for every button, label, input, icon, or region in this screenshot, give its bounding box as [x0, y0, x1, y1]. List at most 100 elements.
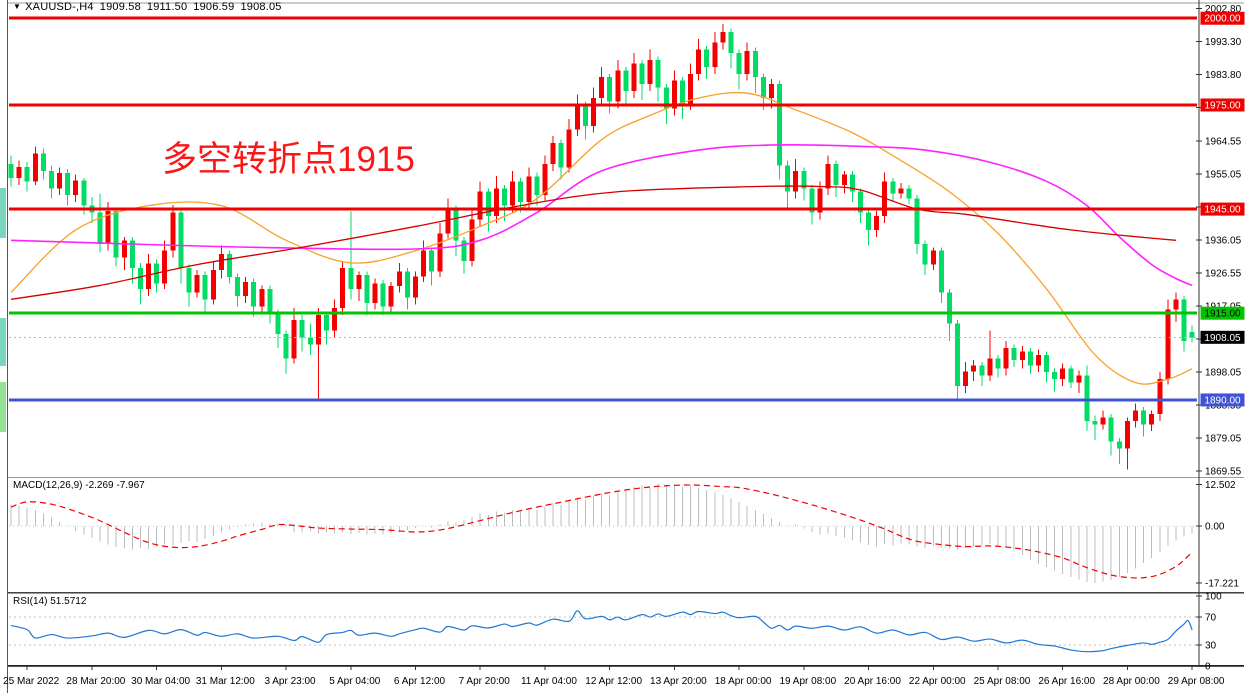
- candle-body: [752, 51, 758, 78]
- symbol-timeframe-label: XAUUSD-,H4: [25, 1, 94, 13]
- candle-body: [744, 51, 750, 74]
- candle-body: [1027, 351, 1033, 366]
- axis-label: 100: [1205, 592, 1222, 603]
- candle-body: [1165, 309, 1171, 380]
- candle-body: [995, 358, 1001, 369]
- candle-body: [671, 80, 677, 109]
- candle-body: [890, 181, 896, 194]
- candle-body: [639, 63, 645, 85]
- axis-label: 1955.05: [1205, 170, 1242, 181]
- candle-body: [558, 143, 564, 168]
- price-badge: [1200, 393, 1245, 407]
- candle-body: [1133, 410, 1139, 421]
- time-axis-label: 29 Apr 08:00: [1168, 676, 1225, 687]
- ma-orange: [10, 91, 1193, 385]
- candle-body: [655, 59, 661, 88]
- macd-signal-line: [10, 484, 1193, 579]
- candle-body: [324, 314, 330, 331]
- candle-body: [777, 84, 783, 166]
- price-badge-label: 1890.00: [1204, 395, 1241, 406]
- time-axis-label: 22 Apr 00:00: [909, 676, 966, 687]
- candle-body: [1044, 354, 1050, 373]
- axis-label: 1964.55: [1205, 137, 1242, 148]
- candle-body: [307, 337, 313, 345]
- candle-body: [1003, 347, 1009, 369]
- candle-body: [542, 163, 548, 196]
- candle-body: [105, 210, 111, 244]
- candle-body: [720, 32, 726, 43]
- candle-body: [445, 209, 451, 234]
- chart-collapse-icon[interactable]: ▼: [13, 2, 22, 11]
- candle-body: [712, 42, 718, 67]
- candle-body: [647, 59, 653, 85]
- macd-panel-area[interactable]: [9, 479, 1197, 592]
- candle-body: [340, 268, 346, 308]
- axis-label: 30: [1205, 641, 1217, 652]
- candle-body: [202, 275, 208, 300]
- macd-values: -2.269 -7.967: [85, 480, 145, 491]
- candle-body: [146, 263, 152, 289]
- candle-body: [421, 250, 427, 277]
- candle-body: [469, 219, 475, 262]
- candle-body: [388, 286, 394, 307]
- time-axis-label: 26 Apr 16:00: [1038, 676, 1095, 687]
- candle-body: [97, 212, 103, 244]
- rsi-panel-area[interactable]: [9, 594, 1197, 666]
- candle-body: [906, 188, 912, 199]
- candle-body: [1149, 413, 1155, 425]
- candle-body: [113, 210, 119, 258]
- candle-body: [590, 98, 596, 126]
- candle-body: [137, 268, 143, 289]
- candle-body: [955, 323, 961, 387]
- candle-body: [186, 268, 192, 293]
- candle-body: [760, 77, 766, 99]
- time-axis-label: 12 Apr 12:00: [585, 676, 642, 687]
- chart-title-bar: ▼ XAUUSD-,H4 1909.58 1911.50 1906.59 1908.05: [13, 1, 288, 13]
- time-axis-label: 28 Apr 00:00: [1103, 676, 1160, 687]
- candle-body: [857, 191, 863, 213]
- candle-body: [1116, 441, 1122, 449]
- time-axis-label: 25 Mar 2022: [3, 676, 60, 687]
- candle-body: [518, 181, 524, 203]
- candle-body: [987, 358, 993, 376]
- candle-body: [429, 250, 435, 272]
- macd-name: MACD(12,26,9): [13, 480, 83, 491]
- candle-body: [16, 166, 22, 178]
- time-axis-label: 5 Apr 04:00: [329, 676, 381, 687]
- candle-body: [534, 176, 540, 196]
- candle-body: [938, 250, 944, 293]
- axis-label: 1936.05: [1205, 236, 1242, 247]
- candle-body: [178, 212, 184, 269]
- price-badge: [1200, 330, 1245, 344]
- rsi-indicator-label: RSI(14) 51.5712: [13, 596, 86, 607]
- axis-label: 1869.55: [1205, 466, 1242, 477]
- candle-body: [493, 188, 499, 217]
- axis-label: -17.221: [1205, 579, 1239, 590]
- candle-body: [963, 371, 969, 387]
- axis-label: 0: [1205, 662, 1211, 673]
- candle-body: [129, 240, 135, 269]
- candle-body: [291, 320, 297, 359]
- candle-body: [1084, 375, 1090, 421]
- candle-body: [65, 173, 71, 196]
- candle-body: [1141, 410, 1147, 425]
- candle-body: [251, 281, 257, 307]
- candle-body: [461, 240, 467, 262]
- candle-body: [801, 170, 807, 189]
- candle-body: [73, 180, 79, 196]
- candle-body: [477, 191, 483, 220]
- ohlc-close-value: 1908.05: [240, 1, 282, 13]
- candle-body: [40, 153, 46, 171]
- candle-body: [1019, 351, 1025, 361]
- main-chart-area[interactable]: [9, 4, 1197, 477]
- candle-body: [1108, 417, 1114, 442]
- time-axis-label: 3 Apr 23:00: [264, 676, 316, 687]
- candle-body: [768, 84, 774, 99]
- ma-magenta: [10, 143, 1193, 287]
- candle-body: [736, 52, 742, 74]
- candle-body: [785, 165, 791, 192]
- macd-indicator-label: MACD(12,26,9) -2.269 -7.967: [13, 480, 145, 491]
- candle-body: [57, 173, 63, 189]
- candle-body: [121, 240, 127, 258]
- candle-body: [574, 104, 580, 130]
